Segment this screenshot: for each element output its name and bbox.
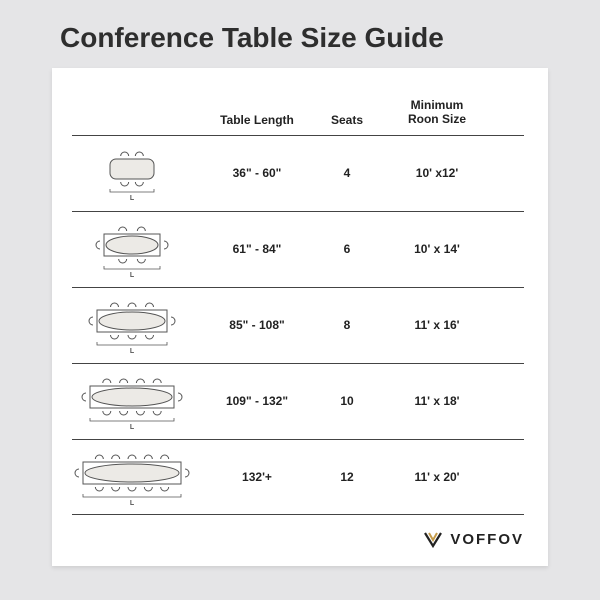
table-row: L 85" - 108" 8 11' x 16' <box>72 287 524 363</box>
cell-seats: 12 <box>312 470 382 484</box>
table-row: L 36" - 60" 4 10' x12' <box>72 135 524 211</box>
table-diagram-icon: L <box>72 217 202 281</box>
col-header-room: MinimumRoon Size <box>382 98 492 127</box>
cell-seats: 8 <box>312 318 382 332</box>
cell-room: 11' x 18' <box>382 394 492 408</box>
svg-text:L: L <box>130 348 135 355</box>
cell-length: 36" - 60" <box>202 166 312 180</box>
cell-room: 11' x 16' <box>382 318 492 332</box>
svg-text:L: L <box>130 500 135 507</box>
cell-room: 11' x 20' <box>382 470 492 484</box>
cell-length: 61" - 84" <box>202 242 312 256</box>
page-title: Conference Table Size Guide <box>0 0 600 68</box>
guide-card: Table Length Seats MinimumRoon Size L 36… <box>52 68 548 566</box>
brand-text: VOFFOV <box>450 531 524 548</box>
cell-length: 109" - 132" <box>202 394 312 408</box>
col-header-seats: Seats <box>312 113 382 127</box>
table-diagram-icon: L <box>72 369 202 433</box>
cell-seats: 6 <box>312 242 382 256</box>
table-header: Table Length Seats MinimumRoon Size <box>72 98 524 135</box>
table-row: L 109" - 132" 10 11' x 18' <box>72 363 524 439</box>
cell-seats: 4 <box>312 166 382 180</box>
cell-length: 85" - 108" <box>202 318 312 332</box>
table-diagram-icon: L <box>72 141 202 205</box>
table-diagram-icon: L <box>72 293 202 357</box>
brand-mark-icon <box>422 528 444 550</box>
col-header-length: Table Length <box>202 113 312 127</box>
table-diagram-icon: L <box>72 445 202 509</box>
table-row: L 61" - 84" 6 10' x 14' <box>72 211 524 287</box>
brand-logo: VOFFOV <box>422 528 524 550</box>
table-row: L 132'+ 12 11' x 20' <box>72 439 524 515</box>
cell-seats: 10 <box>312 394 382 408</box>
cell-room: 10' x 14' <box>382 242 492 256</box>
svg-text:L: L <box>130 272 135 279</box>
svg-text:L: L <box>130 195 135 202</box>
svg-text:L: L <box>130 424 135 431</box>
cell-length: 132'+ <box>202 470 312 484</box>
cell-room: 10' x12' <box>382 166 492 180</box>
